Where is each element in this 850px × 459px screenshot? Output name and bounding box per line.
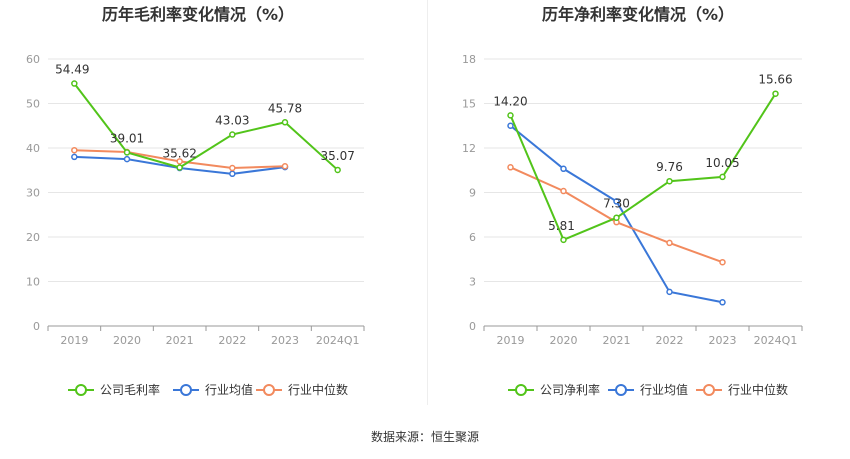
panel-divider: [427, 0, 428, 405]
data-point: [176, 164, 183, 171]
x-tick-label: 2022: [656, 334, 684, 347]
data-point: [719, 299, 726, 306]
legend-item: 行业中位数: [696, 382, 788, 397]
data-point: [666, 177, 673, 185]
legend-marker: [263, 384, 275, 396]
data-point: [71, 80, 78, 87]
data-label: 54.49: [55, 63, 89, 77]
data-point: [123, 149, 131, 156]
data-point: [666, 239, 673, 247]
data-label: 35.62: [162, 146, 196, 160]
x-tick-label: 2019: [60, 334, 88, 347]
x-tick-label: 2024Q1: [316, 334, 360, 347]
data-point: [772, 90, 779, 97]
data-point: [560, 236, 567, 244]
y-tick-label: 0: [33, 320, 40, 333]
data-point: [334, 166, 341, 174]
data-label: 10.05: [705, 156, 739, 170]
legend-label: 公司毛利率: [100, 382, 160, 397]
data-source-label: 数据来源：恒生聚源: [370, 430, 479, 444]
x-tick-label: 2020: [550, 334, 578, 347]
x-tick-label: 2021: [166, 334, 194, 347]
legend-item: 行业均值: [173, 382, 253, 397]
data-point: [666, 288, 673, 296]
data-point: [229, 164, 236, 172]
legend-label: 行业均值: [205, 382, 253, 397]
data-point: [507, 122, 514, 129]
x-tick-label: 2024Q1: [754, 334, 798, 347]
legend-label: 行业中位数: [288, 382, 348, 397]
data-point: [281, 162, 289, 170]
y-tick-label: 12: [462, 142, 476, 155]
data-point: [176, 158, 183, 165]
y-tick-label: 3: [469, 276, 476, 289]
data-point: [123, 155, 131, 163]
data-label: 14.20: [493, 94, 527, 108]
data-point: [507, 164, 514, 171]
y-tick-label: 9: [469, 187, 476, 200]
data-label: 39.01: [110, 131, 144, 145]
y-tick-label: 10: [26, 276, 40, 289]
data-point: [719, 258, 726, 266]
chart-gross-margin: 历年毛利率变化情况（%） 0 10 20 30 40 50 60 2019 2020 2021 202…: [26, 5, 365, 397]
series-line: [509, 93, 777, 242]
y-tick-label: 30: [26, 187, 40, 200]
x-tick-label: 2021: [603, 334, 631, 347]
legend-item: 公司毛利率: [68, 382, 160, 397]
data-point: [507, 112, 514, 119]
legend-item: 行业均值: [608, 382, 688, 397]
data-point: [613, 198, 620, 205]
legend-label: 公司净利率: [540, 382, 600, 397]
data-label: 45.78: [268, 101, 302, 115]
data-label: 7.30: [603, 197, 630, 211]
data-label: 43.03: [215, 114, 249, 128]
data-label: 15.66: [758, 73, 792, 87]
x-tick-label: 2019: [497, 334, 525, 347]
x-tick-label: 2020: [113, 334, 141, 347]
y-tick-label: 20: [26, 231, 40, 244]
data-point: [560, 187, 567, 195]
data-point: [229, 131, 236, 138]
y-tick-label: 15: [462, 98, 476, 111]
legend-label: 行业均值: [640, 382, 688, 397]
data-label: 9.76: [656, 160, 683, 174]
chart-title: 历年净利率变化情况（%）: [542, 5, 734, 24]
data-point: [229, 170, 236, 178]
y-tick-label: 60: [26, 53, 40, 66]
legend-item: 行业中位数: [256, 382, 348, 397]
y-tick-label: 6: [469, 231, 476, 244]
legend-marker: [615, 384, 627, 396]
legend-marker: [75, 384, 87, 396]
data-point: [719, 173, 726, 181]
x-tick-label: 2023: [709, 334, 737, 347]
y-tick-label: 40: [26, 142, 40, 155]
legend-label: 行业中位数: [728, 382, 788, 397]
data-point: [281, 119, 289, 126]
y-tick-label: 50: [26, 98, 40, 111]
series-line: [509, 124, 723, 304]
data-point: [613, 214, 620, 221]
legend-marker: [180, 384, 192, 396]
x-tick-label: 2022: [218, 334, 246, 347]
data-label: 5.81: [548, 219, 575, 233]
y-tick-label: 18: [462, 53, 476, 66]
x-tick-label: 2023: [271, 334, 299, 347]
legend-marker: [515, 384, 527, 396]
data-point: [71, 153, 78, 161]
legend-item: 公司净利率: [508, 382, 600, 397]
chart-title: 历年毛利率变化情况（%）: [102, 5, 294, 24]
legend-marker: [703, 384, 715, 396]
data-point: [71, 146, 78, 154]
series-line: [73, 82, 339, 171]
data-point: [560, 165, 567, 173]
data-label: 35.07: [320, 149, 354, 163]
y-tick-label: 0: [469, 320, 476, 333]
chart-net-margin: 历年净利率变化情况（%） 0 3 6 9 12 15 18 2019 2020 2021 2022 20…: [462, 5, 803, 397]
